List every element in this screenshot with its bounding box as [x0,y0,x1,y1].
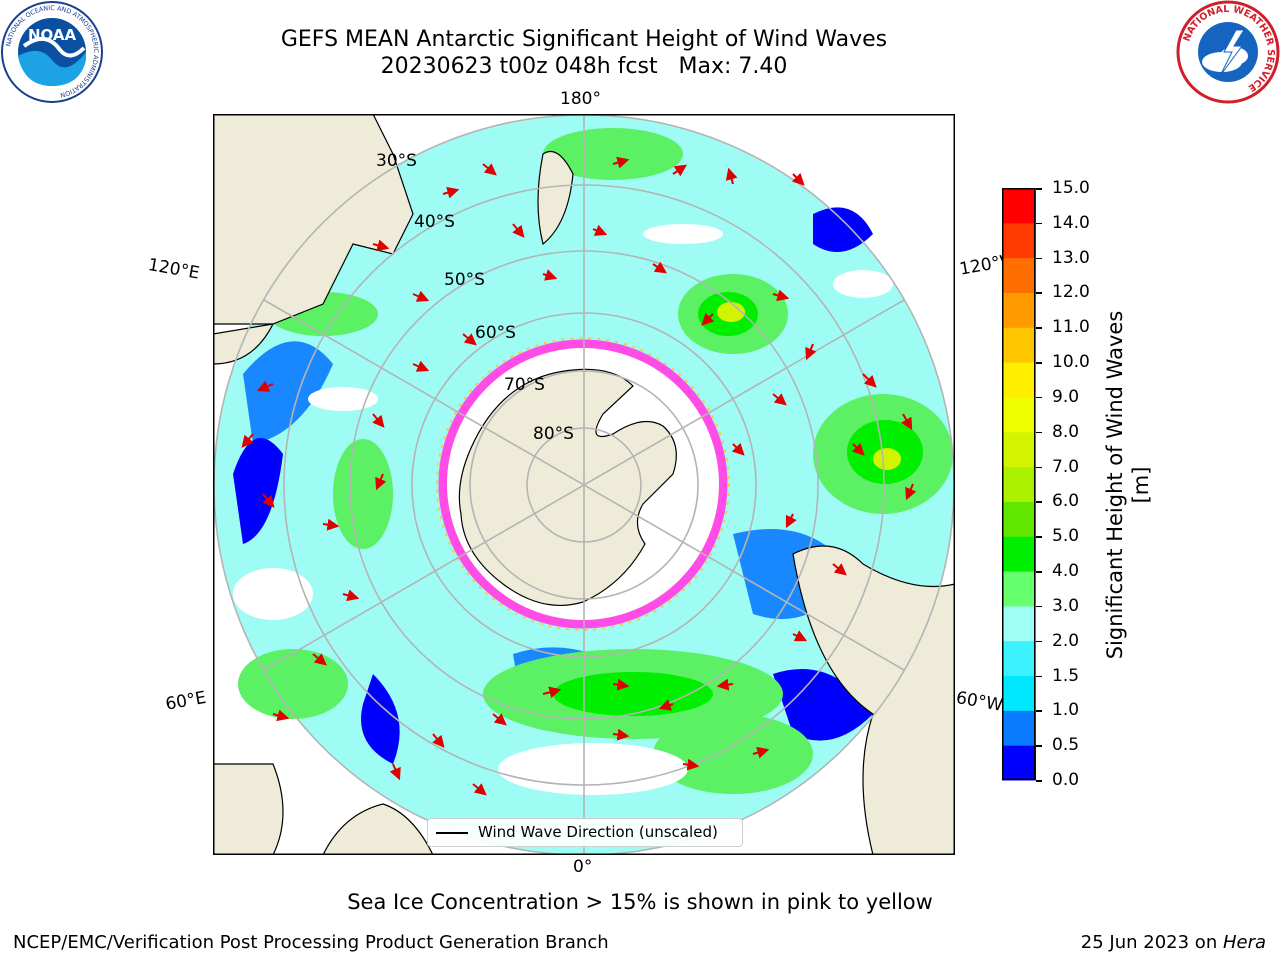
footer-credit: NCEP/EMC/Verification Post Processing Pr… [13,932,609,953]
colorbar-tick-mark [1036,431,1042,434]
colorbar-tick-label: 13.0 [1052,247,1090,268]
colorbar-tick-label: 1.5 [1052,665,1080,686]
colorbar-tick-mark [1036,396,1042,399]
colorbar-tick-mark [1036,536,1042,538]
colorbar-tick-label: 7.0 [1052,456,1080,477]
colorbar-segment [1002,536,1036,572]
colorbar-tick-mark [1036,362,1042,364]
colorbar-segment [1002,292,1036,328]
antarctica-landmass [458,368,677,607]
legend-line-sample [436,832,468,834]
colorbar-segment [1002,710,1036,746]
colorbar-tick-mark [1036,745,1042,747]
map-legend: Wind Wave Direction (unscaled) [427,818,743,847]
colorbar-tick-mark [1036,675,1042,678]
colorbar-tick-label: 9.0 [1052,386,1080,407]
colorbar-tick-mark [1036,640,1042,643]
colorbar-tick-label: 10.0 [1052,352,1090,373]
colorbar-tick-label: 11.0 [1052,317,1090,338]
continents [213,114,955,855]
colorbar-tick-label: 8.0 [1052,421,1080,442]
wave-direction-arrows [241,156,917,796]
colorbar-tick-mark [1036,501,1042,503]
colorbar-tick-label: 1.0 [1052,700,1080,721]
colorbar-segment [1002,466,1036,502]
colorbar-segment [1002,745,1036,781]
nws-logo: NATIONAL WEATHER SERVICE [1176,0,1280,104]
footer-date: 25 Jun 2023 on Hera [1081,932,1266,953]
colorbar-tick-mark [1036,780,1042,782]
lat-label-40s: 40°S [414,212,455,232]
colorbar-tick-mark [1036,257,1042,260]
colorbar-segment [1002,396,1036,433]
colorbar-segment [1002,327,1036,363]
lat-label-30s: 30°S [376,151,417,171]
colorbar-segment [1002,605,1036,642]
noaa-logo-text: NOAA [28,26,77,44]
colorbar-tick-label: 0.0 [1052,770,1080,790]
lon-label-60e: 60°E [164,687,208,715]
footer-date-text: 25 Jun 2023 on [1080,932,1223,953]
noaa-logo: NATIONAL OCEANIC AND ATMOSPHERIC ADMINIS… [1,1,103,103]
map-frame [213,114,955,855]
peak-wave-regions [717,302,901,470]
colorbar-segment [1002,257,1036,293]
colorbar-tick-label: 4.0 [1052,561,1080,582]
colorbar-tick-mark [1036,327,1042,329]
colorbar-tick-label: 2.0 [1052,630,1080,651]
colorbar-segment [1002,675,1036,711]
colorbar-tick-mark [1036,466,1042,469]
chart-title: GEFS MEAN Antarctic Significant Height o… [280,27,888,52]
lat-label-60s: 60°S [475,323,516,343]
map-panel [213,114,955,855]
lon-label-0: 0° [573,857,593,877]
chart-subtitle: 20230623 t00z 048h fcst Max: 7.40 [380,54,788,79]
colorbar-segment [1002,501,1036,537]
lon-label-60w: 60°W [954,688,1005,716]
legend-label: Wind Wave Direction (unscaled) [478,823,718,841]
footer-host: Hera [1222,932,1266,953]
colorbar-segment [1002,362,1036,398]
sea-ice-edge [438,339,728,629]
colorbar-tick-label: 15.0 [1052,178,1090,198]
sea-ice-note: Sea Ice Concentration > 15% is shown in … [347,890,933,914]
lat-label-50s: 50°S [444,270,485,290]
colorbar-segment [1002,640,1036,677]
colorbar-tick-mark [1036,605,1042,608]
colorbar-tick-label: 0.5 [1052,735,1080,756]
colorbar-tick-label: 14.0 [1052,212,1090,233]
lat-label-80s: 80°S [533,424,574,444]
colorbar-tick-mark [1036,710,1042,712]
colorbar-tick-mark [1036,222,1042,225]
colorbar-segment [1002,571,1036,607]
colorbar-tick-mark [1036,188,1042,190]
lat-label-70s: 70°S [504,375,545,395]
colorbar-segment [1002,188,1036,224]
colorbar-tick-mark [1036,292,1042,294]
lon-label-180: 180° [560,89,601,109]
colorbar-label: Significant Height of Wind Waves [m] [1103,310,1153,660]
colorbar-tick-label: 6.0 [1052,491,1080,512]
colorbar-tick-label: 12.0 [1052,282,1090,303]
colorbar-segment [1002,431,1036,468]
colorbar [1002,188,1036,781]
colorbar-tick-label: 5.0 [1052,526,1080,547]
colorbar-tick-mark [1036,571,1042,573]
lon-label-120e: 120°E [146,255,201,284]
colorbar-tick-label: 3.0 [1052,595,1080,616]
colorbar-segment [1002,222,1036,259]
